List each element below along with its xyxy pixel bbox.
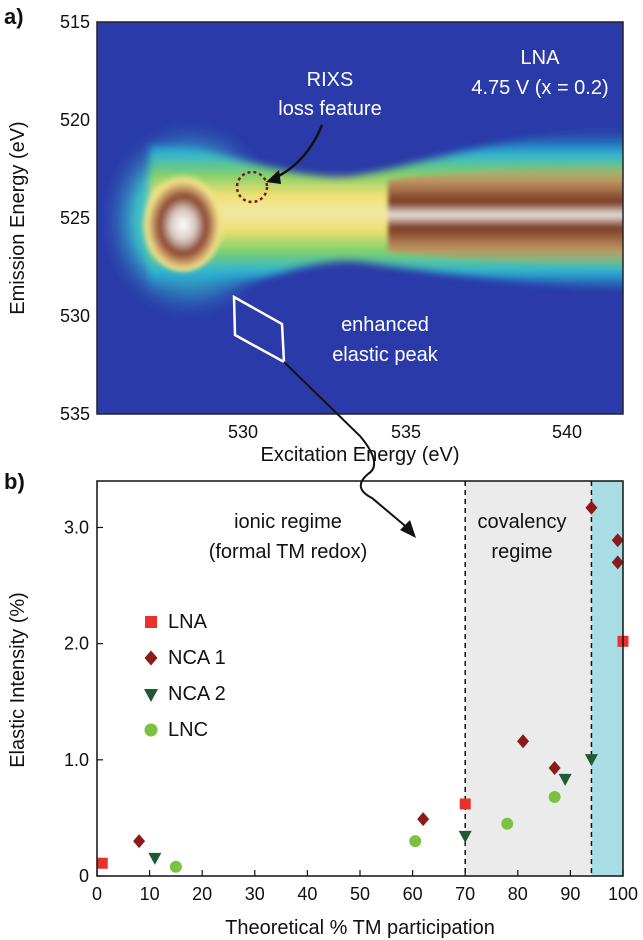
x-tick-label: 100 [608, 884, 638, 904]
legend-marker-lnc [144, 723, 158, 737]
covalency-label-line2: regime [491, 541, 552, 563]
connector-line [283, 361, 411, 531]
x-tick-label: 30 [245, 884, 265, 904]
map-y-tick-525: 525 [60, 208, 90, 228]
ionic-label-line2: (formal TM redox) [209, 541, 368, 563]
point-nca-1 [611, 533, 624, 548]
scatter-x-axis-label: Theoretical % TM participation [225, 917, 495, 939]
ionic-label-line1: ionic regime [234, 511, 342, 533]
scatter-y-axis-label: Elastic Intensity (%) [7, 592, 29, 768]
x-tick-label: 10 [140, 884, 160, 904]
covalency-label-line1: covalency [478, 511, 567, 533]
map-x-axis-label: Excitation Energy (eV) [261, 444, 460, 466]
point-lnc [169, 860, 182, 873]
rixs-arrowhead [266, 170, 281, 184]
point-lnc [409, 835, 422, 848]
x-tick-label: 90 [560, 884, 580, 904]
x-tick-label: 80 [508, 884, 528, 904]
rixs-feature-marker [235, 170, 269, 204]
point-nca-2 [558, 773, 572, 786]
map-y-ticks: 515 520 525 530 535 [60, 12, 90, 424]
elastic-label-line1: enhanced [341, 314, 429, 336]
legend: LNA NCA 1 NCA 2 LNC [144, 611, 226, 741]
x-tick-label: 60 [403, 884, 423, 904]
regime-region-1 [465, 481, 592, 876]
legend-label-lna: LNA [168, 611, 208, 633]
map-x-tick-530: 530 [228, 422, 258, 442]
map-band-core [388, 162, 623, 268]
map-y-tick-515: 515 [60, 12, 90, 32]
y-tick-label: 1.0 [64, 750, 89, 770]
sample-label-line1: LNA [521, 47, 561, 69]
legend-marker-nca-1 [144, 650, 158, 666]
panel-b-label: b) [4, 469, 25, 494]
rixs-map [97, 22, 623, 414]
x-tick-label: 0 [92, 884, 102, 904]
x-tick-label: 70 [455, 884, 475, 904]
panel-b: b) ionic regime (formal TM redox) covale… [4, 469, 638, 939]
point-lnc [548, 791, 561, 803]
rixs-label-line1: RIXS [307, 69, 354, 91]
scatter-frame [96, 480, 624, 877]
point-nca-1 [133, 834, 146, 849]
point-nca-2 [584, 754, 598, 767]
map-x-ticks: 530 535 540 [228, 422, 582, 442]
legend-label-lnc: LNC [168, 719, 208, 741]
sample-label-line2: 4.75 V (x = 0.2) [471, 77, 608, 99]
x-tick-label: 50 [350, 884, 370, 904]
point-nca-2 [458, 830, 472, 843]
y-tick-label: 0 [79, 866, 89, 886]
map-x-tick-535: 535 [391, 422, 421, 442]
x-tick-label: 20 [192, 884, 212, 904]
panel-a: a) 515 520 525 530 535 530 535 540 Excit… [4, 4, 624, 538]
point-nca-1 [417, 812, 430, 827]
legend-label-nca-2: NCA 2 [168, 683, 226, 705]
panel-a-label: a) [4, 4, 24, 29]
point-nca-2 [148, 852, 162, 865]
legend-marker-nca-2 [144, 689, 158, 702]
map-y-axis-label: Emission Energy (eV) [7, 121, 29, 314]
x-tick-label: 40 [297, 884, 317, 904]
point-nca-1 [611, 555, 624, 570]
map-y-tick-535: 535 [60, 404, 90, 424]
connector-arrowhead [400, 520, 416, 538]
point-lna [96, 857, 108, 869]
point-lna [459, 798, 471, 810]
point-nca-1 [517, 734, 530, 749]
y-tick-label: 2.0 [64, 634, 89, 654]
map-y-tick-530: 530 [60, 306, 90, 326]
legend-marker-lna [145, 616, 157, 628]
map-x-tick-540: 540 [552, 422, 582, 442]
point-nca-1 [548, 760, 561, 775]
map-frame [96, 21, 624, 415]
point-lnc [501, 817, 514, 830]
scatter-axes-ticks: 0 10 20 30 40 50 60 70 80 90 100 0 1.0 2.0 3.0 [64, 517, 638, 904]
map-pre-edge-blob [141, 168, 225, 272]
y-tick-label: 3.0 [64, 517, 89, 537]
point-nca-1 [585, 500, 598, 515]
map-y-tick-520: 520 [60, 110, 90, 130]
rixs-label-line2: loss feature [278, 98, 381, 120]
elastic-label-line2: elastic peak [332, 344, 439, 366]
legend-label-nca-1: NCA 1 [168, 647, 226, 669]
